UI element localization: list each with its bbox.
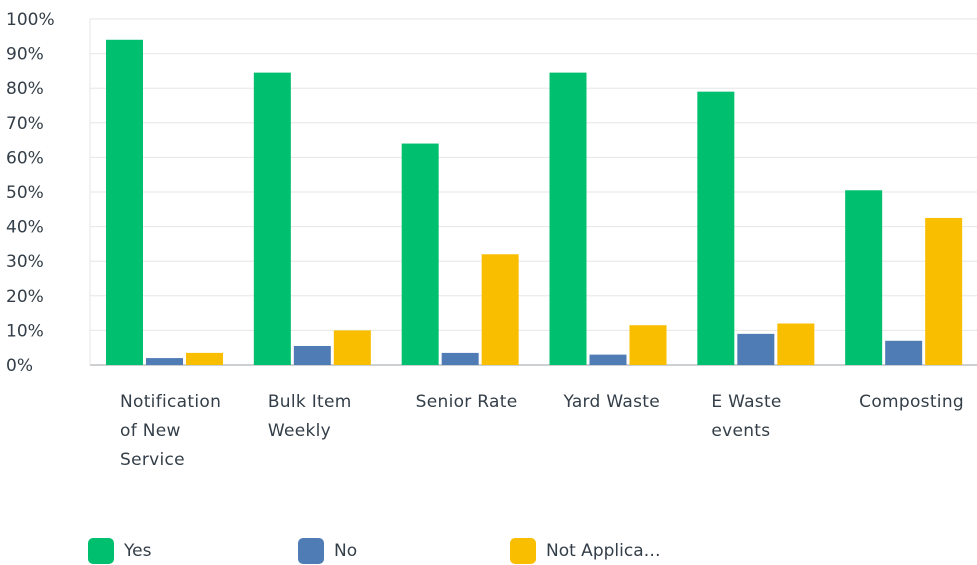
y-tick-label: 30% xyxy=(6,252,44,272)
x-tick-label: Composting xyxy=(859,392,964,412)
bar xyxy=(481,254,519,365)
bar xyxy=(106,39,143,365)
bar xyxy=(549,72,587,365)
x-tick-label: Notification of New Service xyxy=(120,392,222,470)
x-tick-label: E Waste events xyxy=(711,392,782,441)
x-tick-label: Yard Waste xyxy=(563,392,660,412)
y-tick-label: 10% xyxy=(6,321,44,341)
y-tick-label: 20% xyxy=(6,287,44,307)
legend-swatch xyxy=(510,538,536,564)
bar xyxy=(885,340,923,365)
legend-swatch xyxy=(298,538,324,564)
bar xyxy=(589,354,627,365)
bar xyxy=(401,143,439,365)
bar xyxy=(253,72,291,365)
legend-item: Not Applica… xyxy=(510,538,661,564)
y-tick-label: 90% xyxy=(6,45,44,65)
bar xyxy=(441,352,479,365)
legend-label: Not Applica… xyxy=(546,541,661,561)
y-tick-label: 70% xyxy=(6,114,44,134)
bar xyxy=(333,330,371,365)
bar xyxy=(845,190,883,365)
x-tick-label: Senior Rate xyxy=(415,392,518,412)
y-tick-label: 100% xyxy=(6,10,55,30)
y-tick-label: 50% xyxy=(6,183,44,203)
y-tick-label: 60% xyxy=(6,148,44,168)
bar xyxy=(293,345,331,365)
bar xyxy=(777,323,815,365)
y-tick-label: 80% xyxy=(6,79,44,99)
legend-label: Yes xyxy=(124,541,152,561)
legend-swatch xyxy=(88,538,114,564)
y-tick-label: 40% xyxy=(6,218,44,238)
legend-item: Yes xyxy=(88,538,151,564)
legend-item: No xyxy=(298,538,357,564)
bar xyxy=(737,333,775,365)
legend-label: No xyxy=(334,541,358,561)
bar xyxy=(925,217,963,365)
bar xyxy=(697,91,735,365)
bar xyxy=(146,358,183,365)
bar xyxy=(186,352,223,365)
y-tick-label: 0% xyxy=(6,356,33,376)
x-tick-label: Bulk Item Weekly xyxy=(267,392,352,441)
bar xyxy=(629,325,667,365)
